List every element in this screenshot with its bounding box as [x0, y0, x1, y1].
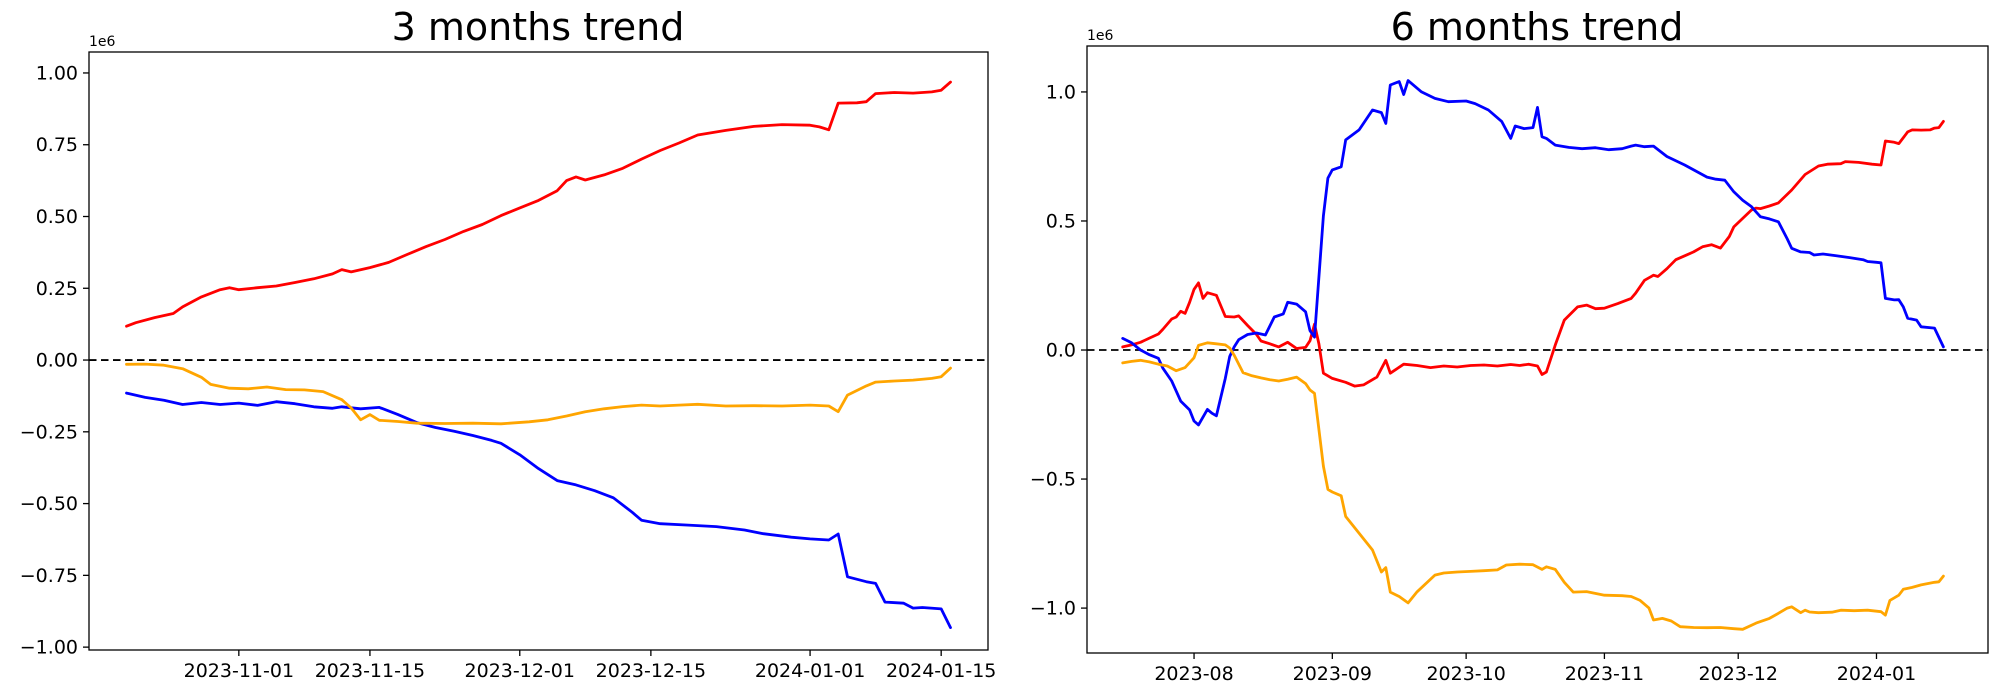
x-tick-label: 2023-12-15: [596, 660, 706, 682]
x-tick-label: 2024-01-01: [755, 660, 865, 682]
y-tick-label: −0.50: [20, 493, 78, 515]
plot-spines: [1086, 45, 1989, 654]
y-tick-label: −0.25: [20, 421, 78, 443]
series-line-blue: [125, 391, 952, 629]
y-tick-label: 0.5: [1046, 210, 1076, 232]
x-tick-label: 2023-11: [1565, 663, 1644, 685]
x-tick-label: 2023-11-01: [184, 660, 294, 682]
plot-spines: [88, 51, 989, 651]
y-axis-offset-label-3-months: 1e6: [89, 34, 116, 50]
y-tick-label: −1.00: [20, 637, 78, 659]
y-tick-label: −1.0: [1030, 598, 1076, 620]
x-tick-label: 2023-09: [1293, 663, 1372, 685]
y-tick-label: −0.5: [1030, 469, 1076, 491]
x-tick-label: 2024-01: [1837, 663, 1916, 685]
x-tick-label: 2023-11-15: [315, 660, 425, 682]
series-line-red: [1121, 120, 1945, 388]
y-tick-label: −0.75: [20, 565, 78, 587]
series-line-orange: [125, 362, 952, 426]
chart-6-months-trend: 2023-08 2023-09 2023-10 2023-11 2023-12 2024-…: [1030, 5, 1989, 685]
chart-3-months-trend: 2023-11-01 2023-11-15 2023-12-01 2023-12-15…: [20, 5, 997, 682]
y-tick-label: 0.75: [36, 134, 78, 156]
y-tick-label: 0.25: [36, 278, 78, 300]
series-line-red: [125, 80, 952, 328]
y-tick-label: 1.00: [36, 62, 78, 84]
y-axis-offset-label-6-months: 1e6: [1087, 28, 1114, 44]
x-tick-label: 2024-01-15: [886, 660, 996, 682]
y-tick-label: 1.0: [1046, 81, 1076, 103]
series-line-blue: [1121, 79, 1945, 427]
x-tick-label: 2023-08: [1154, 663, 1233, 685]
y-tick-label: 0.00: [36, 350, 78, 372]
series-line-orange: [1121, 341, 1945, 631]
x-tick-label: 2023-10: [1426, 663, 1505, 685]
y-tick-label: 0.0: [1046, 340, 1076, 362]
plot-area-3-months: 2023-11-01 2023-11-15 2023-12-01 2023-12-15…: [20, 51, 996, 682]
y-tick-label: 0.50: [36, 206, 78, 228]
chart-title-3-months: 3 months trend: [392, 5, 685, 49]
x-tick-label: 2023-12: [1699, 663, 1778, 685]
x-tick-label: 2023-12-01: [465, 660, 575, 682]
plot-area-6-months: 2023-08 2023-09 2023-10 2023-11 2023-12 2024-…: [1030, 45, 1989, 685]
chart-title-6-months: 6 months trend: [1391, 5, 1684, 49]
